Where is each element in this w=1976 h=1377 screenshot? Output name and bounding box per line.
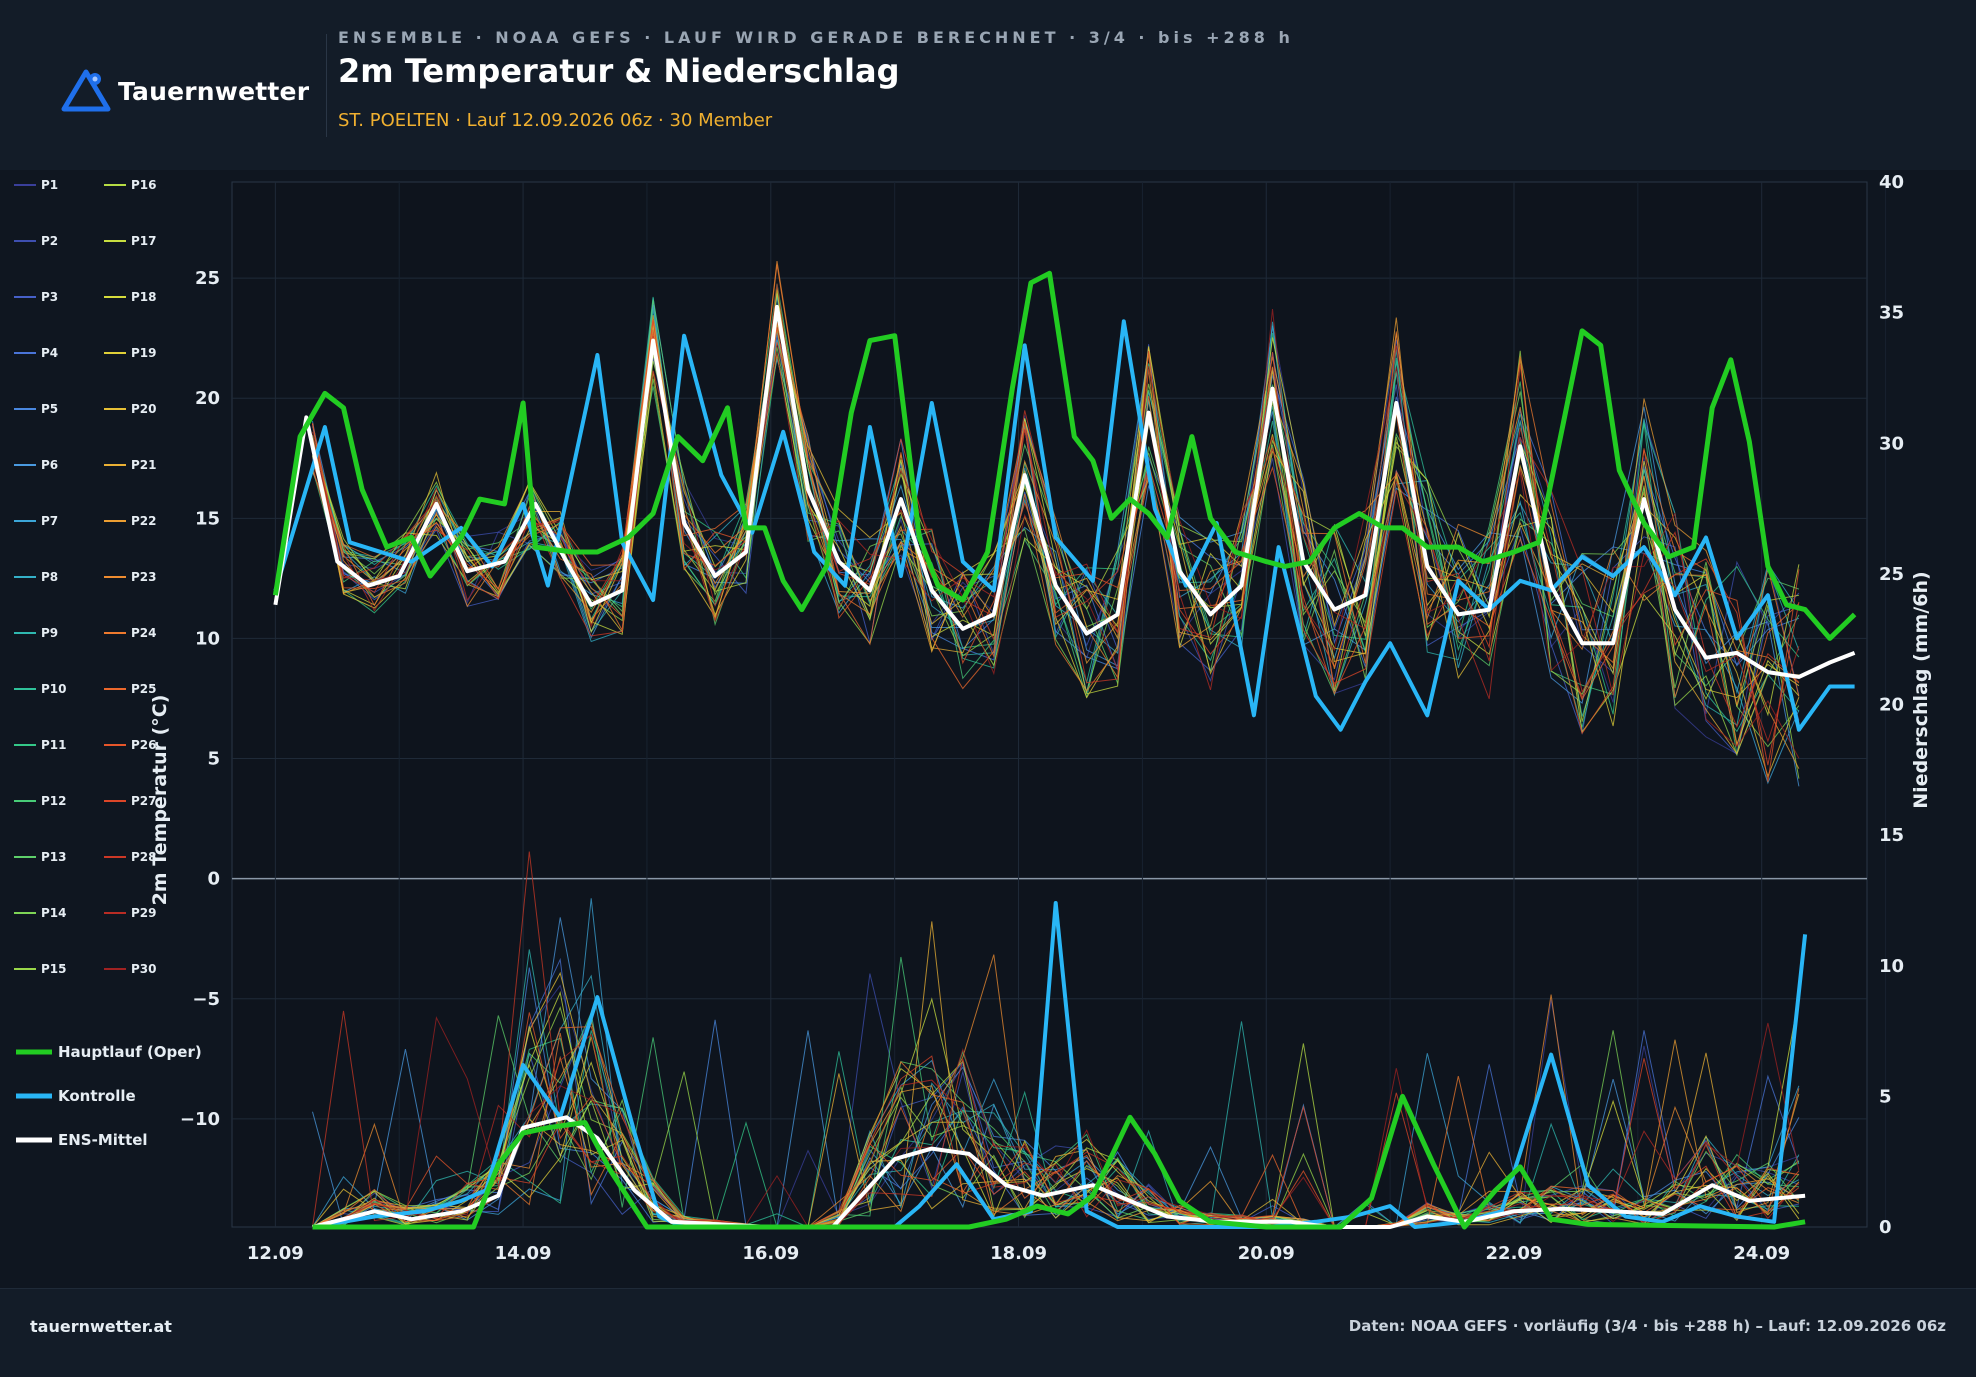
- legend-label-special: ENS-Mittel: [58, 1131, 148, 1149]
- footer-site-link[interactable]: tauernwetter.at: [30, 1317, 172, 1336]
- member-precip-P20: [312, 971, 1800, 1228]
- legend-label-P21: P21: [131, 458, 157, 472]
- legend-label-P9: P9: [41, 626, 58, 640]
- precipitation-series: [312, 851, 1808, 1230]
- legend-label-P2: P2: [41, 234, 58, 248]
- y2-tick-label: 40: [1879, 172, 1904, 193]
- member-precip-P2: [312, 973, 1800, 1228]
- header-divider: [326, 34, 327, 137]
- oper-precip-line: [312, 1093, 1806, 1230]
- axes: −10 −5 0 5 10 15 20 25 0 5 10 15 20 25 30 35 40 12.09 14.0…: [180, 172, 1904, 1264]
- legend-label-P22: P22: [131, 514, 157, 528]
- y2-axis-label: Niederschlag (mm/6h): [1910, 571, 1932, 808]
- footer: tauernwetter.at Daten: NOAA GEFS · vorlä…: [0, 1288, 1976, 1377]
- y-tick-label: 15: [195, 508, 220, 529]
- run-status-kicker: ENSEMBLE · NOAA GEFS · LAUF WIRD GERADE …: [338, 28, 1294, 47]
- legend-label-P24: P24: [131, 626, 157, 640]
- legend-label-P25: P25: [131, 682, 157, 696]
- legend-label-P5: P5: [41, 402, 58, 416]
- member-precip-P23: [312, 954, 1800, 1228]
- legend-label-P13: P13: [41, 850, 67, 864]
- y-tick-label: −10: [180, 1109, 220, 1130]
- legend-label-special: Hauptlauf (Oper): [58, 1043, 202, 1061]
- y-tick-label: 0: [207, 869, 220, 890]
- x-tick-label: 16.09: [742, 1243, 799, 1264]
- y-tick-label: 10: [195, 628, 220, 649]
- logo[interactable]: Tauernwetter: [60, 68, 309, 114]
- legend-label-P3: P3: [41, 290, 58, 304]
- legend-label-P8: P8: [41, 570, 58, 584]
- y2-tick-label: 5: [1879, 1086, 1892, 1107]
- legend-label-P10: P10: [41, 682, 67, 696]
- legend-label-P28: P28: [131, 850, 157, 864]
- header: Tauernwetter ENSEMBLE · NOAA GEFS · LAUF…: [0, 0, 1976, 170]
- location-run-subtitle: ST. POELTEN · Lauf 12.09.2026 06z · 30 M…: [338, 110, 773, 131]
- legend-label-P26: P26: [131, 738, 157, 752]
- brand-name: Tauernwetter: [118, 76, 310, 106]
- member-precip-P21: [312, 921, 1800, 1228]
- legend-label-P17: P17: [131, 234, 157, 248]
- legend: P1 P2 P3 P4 P5 P6 P7 P8 P9 P10 P11 P12 P13 P14 P15 P16 P…: [14, 178, 202, 1149]
- member-precip-P25: [312, 1026, 1800, 1228]
- member-precip-P27: [312, 1055, 1800, 1228]
- x-tick-label: 12.09: [247, 1243, 304, 1264]
- legend-label-P1: P1: [41, 178, 58, 192]
- x-tick-label: 24.09: [1733, 1243, 1790, 1264]
- legend-label-P4: P4: [41, 346, 58, 360]
- ensemble-chart: −10 −5 0 5 10 15 20 25 0 5 10 15 20 25 30 35 40 12.09 14.0…: [14, 172, 1932, 1264]
- footer-data-source: Daten: NOAA GEFS · vorläufig (3/4 · bis …: [1348, 1317, 1946, 1335]
- member-precip-P30: [312, 1016, 1800, 1228]
- member-temp-P7: [312, 295, 1800, 785]
- x-tick-label: 18.09: [990, 1243, 1047, 1264]
- legend-label-P12: P12: [41, 794, 67, 808]
- member-precip-P26: [312, 1012, 1800, 1228]
- member-temp-P24: [312, 264, 1800, 706]
- y2-tick-label: 0: [1879, 1217, 1892, 1238]
- y-tick-label: 5: [207, 749, 220, 770]
- grid: [231, 181, 1887, 1228]
- temperature-series: [272, 261, 1857, 787]
- legend-label-P6: P6: [41, 458, 58, 472]
- y-axis-label: 2m Temperatur (°C): [149, 695, 171, 906]
- y2-tick-label: 35: [1879, 303, 1904, 324]
- control-precip-line: [312, 901, 1808, 1229]
- x-tick-label: 14.09: [495, 1243, 552, 1264]
- y2-tick-label: 20: [1879, 695, 1904, 716]
- legend-label-P18: P18: [131, 290, 157, 304]
- plot-area: [231, 181, 1868, 1228]
- x-tick-label: 20.09: [1238, 1243, 1295, 1264]
- member-temp-P26: [312, 329, 1800, 783]
- member-precip-P15: [312, 1006, 1800, 1228]
- y2-tick-label: 15: [1879, 825, 1904, 846]
- y2-tick-label: 10: [1879, 956, 1904, 977]
- legend-label-P19: P19: [131, 346, 157, 360]
- legend-label-P20: P20: [131, 402, 157, 416]
- member-precip-P13: [312, 1015, 1800, 1228]
- legend-label-special: Kontrolle: [58, 1087, 136, 1105]
- y2-tick-label: 25: [1879, 564, 1904, 585]
- legend-label-P23: P23: [131, 570, 157, 584]
- y-tick-label: 20: [195, 388, 220, 409]
- legend-label-P27: P27: [131, 794, 157, 808]
- member-temp-P1: [312, 325, 1800, 755]
- legend-label-P30: P30: [131, 962, 157, 976]
- legend-label-P7: P7: [41, 514, 58, 528]
- x-tick-label: 22.09: [1486, 1243, 1543, 1264]
- mean-temp-line: [273, 304, 1856, 679]
- y-tick-label: −5: [192, 989, 220, 1010]
- oper-temp-line: [272, 270, 1857, 641]
- member-precip-P10: [312, 1030, 1799, 1228]
- y2-tick-label: 30: [1879, 433, 1904, 454]
- control-temp-line: [273, 319, 1855, 732]
- member-precip-P16: [312, 1043, 1799, 1228]
- page-title: 2m Temperatur & Niederschlag: [338, 52, 900, 90]
- mountain-logo-icon: [61, 69, 111, 112]
- legend-label-P15: P15: [41, 962, 67, 976]
- legend-label-P11: P11: [41, 738, 67, 752]
- legend-label-P14: P14: [41, 906, 67, 920]
- legend-label-P16: P16: [131, 178, 157, 192]
- y-tick-label: 25: [195, 268, 220, 289]
- legend-label-P29: P29: [131, 906, 157, 920]
